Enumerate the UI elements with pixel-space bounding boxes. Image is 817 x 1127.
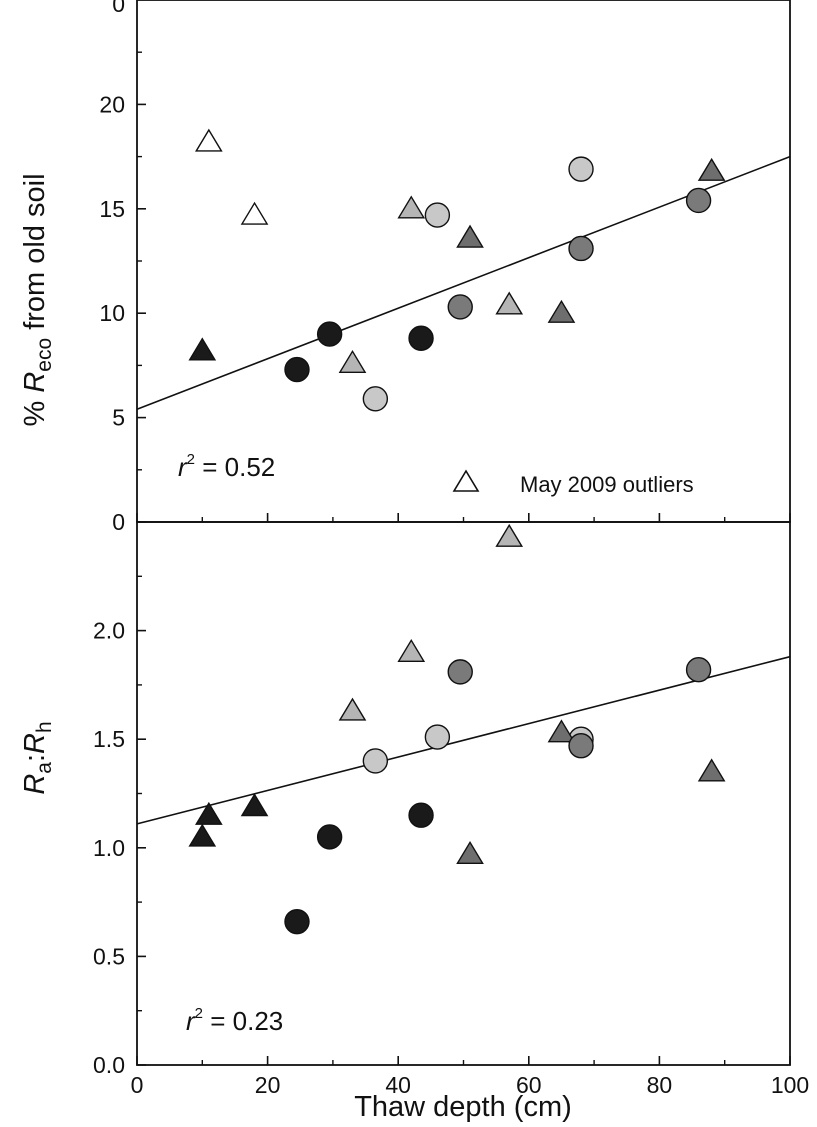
bottom-y-title-rh-sub: h xyxy=(33,721,56,733)
bottom-y-tick-label: 2.0 xyxy=(93,618,125,644)
bottom-data-point-triangle xyxy=(456,840,484,865)
x-tick-label: 40 xyxy=(385,1072,411,1098)
bottom-panel-axes: 0.0 0.5 1.0 1.5 2.0 0 20 40 60 80 100 xyxy=(93,523,809,1098)
x-tick-label: 0 xyxy=(131,1072,144,1098)
top-y-zero-tick-label: 0 xyxy=(112,509,125,535)
bottom-data-point-circle xyxy=(408,802,434,828)
x-tick-label: 100 xyxy=(771,1072,809,1098)
bottom-r2-label: r2 = 0.23 xyxy=(186,1005,283,1036)
bottom-r2-value: = 0.23 xyxy=(203,1006,283,1036)
bottom-data-point-triangle xyxy=(240,793,269,817)
top-data-point-circle xyxy=(284,356,310,383)
bottom-data-point-triangle xyxy=(697,758,726,782)
top-data-point-triangle xyxy=(338,349,367,374)
top-y-clipped-tick-label: 0 xyxy=(112,0,125,17)
bottom-y-tick-label: 0.0 xyxy=(93,1052,125,1078)
bottom-data-point-circle xyxy=(447,659,473,685)
top-r2-label: r2 = 0.52 xyxy=(178,451,275,482)
top-y-axis-title: % Reco from old soil xyxy=(19,173,56,426)
x-tick-label: 80 xyxy=(647,1072,673,1098)
top-data-point-circle xyxy=(424,202,451,228)
top-r2-r: r xyxy=(178,452,188,482)
top-y-title-prefix: % xyxy=(19,393,51,427)
bottom-r2-r: r xyxy=(186,1006,196,1036)
top-data-point-circle xyxy=(447,294,473,320)
bottom-data-point-triangle xyxy=(495,523,524,547)
top-data-point-circle xyxy=(316,321,343,347)
top-r2-value: = 0.52 xyxy=(195,452,275,482)
top-data-point-triangle xyxy=(397,195,426,219)
legend: May 2009 outliers xyxy=(452,469,694,497)
bottom-y-title-rh: R xyxy=(19,733,51,754)
bottom-y-title-sep: : xyxy=(19,754,51,762)
legend-marker-open-triangle xyxy=(452,469,480,492)
bottom-y-title-ra: R xyxy=(19,774,51,795)
top-data-point-circle xyxy=(568,235,594,262)
bottom-regression-line xyxy=(136,655,791,825)
top-y-title-main: R xyxy=(19,372,51,393)
top-data-point-triangle xyxy=(456,224,484,248)
bottom-data-point-circle xyxy=(568,733,594,759)
x-tick-label: 60 xyxy=(516,1072,542,1098)
bottom-y-tick-label: 0.5 xyxy=(93,943,125,969)
bottom-y-title-ra-sub: a xyxy=(33,762,56,774)
top-regression-line xyxy=(136,155,791,410)
x-tick-label: 20 xyxy=(255,1072,281,1098)
top-y-title-suffix: from old soil xyxy=(19,173,51,337)
top-data-point-circle xyxy=(362,386,389,412)
x-axis-title: Thaw depth (cm) xyxy=(354,1091,572,1123)
top-data-point-triangle xyxy=(547,299,576,323)
bottom-data-point-triangle xyxy=(397,638,426,663)
bottom-data-point-circle xyxy=(362,748,389,774)
legend-label: May 2009 outliers xyxy=(520,472,694,497)
top-panel-frame xyxy=(136,0,791,523)
bottom-r2-sup: 2 xyxy=(195,1005,203,1022)
top-y-tick-label: 5 xyxy=(112,405,125,431)
top-data-point-triangle xyxy=(697,157,726,181)
bottom-data-point-triangle xyxy=(188,823,217,847)
top-data-point-circle xyxy=(568,156,594,182)
bottom-data-point-circle xyxy=(685,656,712,683)
top-data-point-circle xyxy=(685,187,712,214)
bottom-y-tick-label: 1.5 xyxy=(93,726,125,752)
top-data-point-circle xyxy=(408,325,434,351)
top-data-point-triangle xyxy=(240,201,269,225)
bottom-data-point-circle xyxy=(284,908,310,935)
bottom-y-tick-label: 1.0 xyxy=(93,835,125,861)
top-data-point-triangle xyxy=(194,128,223,152)
top-panel-axes: 5 10 15 20 0 0 xyxy=(99,0,791,535)
top-y-tick-label: 10 xyxy=(99,300,125,326)
top-y-title-sub: eco xyxy=(33,338,56,372)
bottom-data-point-circle xyxy=(316,824,343,850)
top-data-point-triangle xyxy=(188,337,217,361)
top-data-point-triangle xyxy=(495,291,524,315)
top-y-tick-label: 15 xyxy=(99,196,125,222)
bottom-data-point-circle xyxy=(424,724,451,750)
top-y-tick-label: 20 xyxy=(99,91,125,117)
bottom-data-point-triangle xyxy=(194,801,223,825)
top-r2-sup: 2 xyxy=(187,451,195,468)
bottom-data-point-triangle xyxy=(547,719,576,743)
bottom-panel-frame xyxy=(136,521,791,1066)
bottom-y-axis-title: Ra:Rh xyxy=(19,721,56,794)
bottom-data-point-triangle xyxy=(338,697,367,721)
